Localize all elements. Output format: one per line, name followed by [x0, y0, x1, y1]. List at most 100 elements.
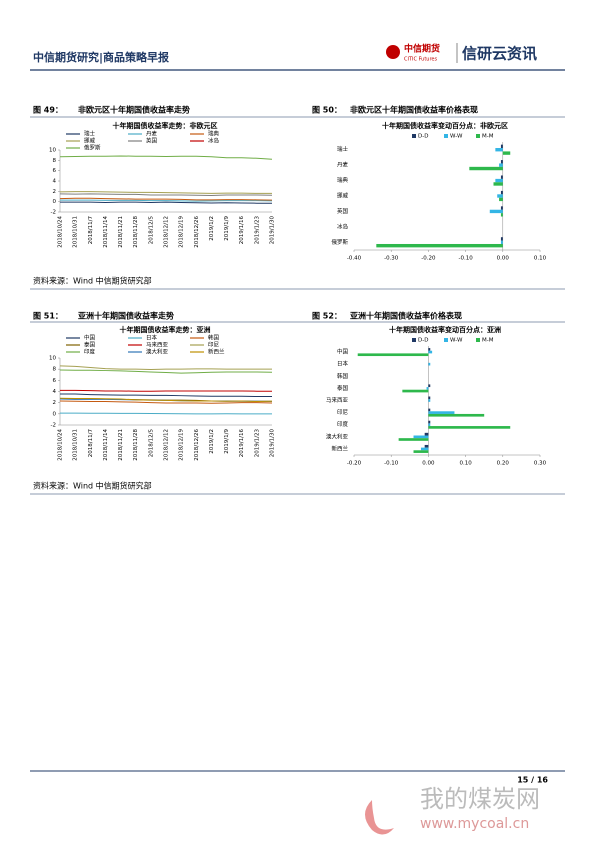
y-tick-label: -2	[51, 423, 56, 429]
legend-label: 挪威	[84, 137, 96, 145]
chart-title: 十年期国债收益率变动百分点：亚洲	[389, 325, 501, 334]
bar	[500, 190, 503, 195]
chart-title: 十年期国债收益率变动百分点：非欧元区	[382, 121, 508, 130]
y-tick-label: 8	[53, 367, 57, 373]
bar	[428, 423, 431, 427]
x-tick-label: 0.30	[534, 461, 547, 467]
series-line	[59, 365, 272, 370]
x-tick-label: 2019/1/23	[254, 429, 260, 458]
x-tick-label: 2018/11/28	[133, 216, 139, 248]
bar	[428, 348, 431, 351]
category-label: 瑞士	[337, 145, 349, 153]
bar	[376, 243, 503, 248]
legend-label: 韩国	[208, 334, 220, 342]
x-tick-label: 2018/12/19	[179, 429, 185, 461]
series-line	[59, 155, 273, 160]
legend-label: D-D	[418, 134, 428, 140]
category-label: 丹麦	[337, 161, 349, 169]
y-tick-label: 10	[49, 356, 56, 362]
y-tick-label: 10	[49, 148, 56, 154]
bar	[413, 450, 429, 453]
figure-number: 图 49：	[33, 106, 63, 115]
series-line	[59, 400, 273, 404]
x-tick-label: 2018/12/26	[194, 429, 200, 461]
bar	[428, 384, 431, 388]
y-tick-label: 4	[53, 179, 57, 185]
x-tick-label: 2018/12/5	[148, 429, 154, 458]
legend-label: 泰国	[84, 341, 96, 349]
y-tick-label: 6	[53, 378, 57, 384]
x-tick-label: 2018/11/28	[133, 429, 139, 461]
x-tick-label: 0.00	[497, 256, 510, 262]
bar	[469, 166, 503, 171]
bar	[500, 240, 503, 244]
bar	[428, 413, 485, 417]
x-tick-label: 2018/10/31	[73, 429, 79, 461]
bar	[428, 420, 431, 424]
legend-label: 新西兰	[208, 348, 225, 356]
x-tick-label: 2019/1/9	[224, 429, 230, 454]
category-label: 日本	[337, 360, 349, 368]
y-tick-label: 8	[53, 158, 57, 164]
x-tick-label: 2019/1/23	[254, 216, 260, 245]
series-line	[60, 199, 273, 202]
logo-cn: 中信期货	[404, 43, 440, 55]
bar	[428, 399, 431, 402]
category-label: 挪威	[337, 192, 349, 200]
category-label: 英国	[337, 207, 349, 215]
series-line	[59, 397, 273, 403]
x-tick-label: 2019/1/30	[270, 429, 276, 458]
bar	[428, 411, 455, 414]
legend-swatch	[412, 134, 416, 138]
bar	[500, 206, 503, 210]
bar	[495, 178, 503, 183]
figure-number: 图 52：	[312, 312, 342, 321]
bar	[428, 408, 431, 412]
legend-label: 中国	[84, 334, 96, 342]
x-tick-label: -0.10	[384, 461, 399, 467]
y-tick-label: 6	[53, 168, 57, 174]
figure-number: 图 50：	[312, 106, 342, 115]
category-label: 中国	[337, 348, 349, 356]
x-tick-label: 2018/12/26	[194, 216, 200, 248]
x-tick-label: 2018/12/12	[164, 216, 170, 248]
category-label: 冰岛	[337, 222, 349, 230]
bar	[500, 160, 503, 164]
category-label: 印尼	[337, 409, 349, 416]
bar	[402, 389, 429, 393]
category-label: 新西兰	[331, 444, 348, 452]
bar	[495, 148, 503, 152]
y-tick-label: 4	[53, 389, 57, 395]
bar	[398, 438, 429, 441]
y-tick-label: 2	[53, 400, 57, 406]
legend-label: M-M	[482, 338, 494, 344]
legend-label: 英国	[146, 137, 158, 145]
category-label: 马来西亚	[326, 396, 349, 404]
x-tick-label: 2019/1/16	[239, 429, 245, 458]
bar	[500, 175, 503, 179]
category-label: 澳大利亚	[326, 432, 349, 440]
x-tick-label: -0.20	[421, 256, 436, 262]
legend-label: 印度	[84, 348, 96, 356]
x-tick-label: 0.20	[497, 461, 510, 467]
chart-title: 十年期国债收益率走势：非欧元区	[113, 121, 218, 130]
figure-title: 亚洲十年期国债收益率走势	[78, 311, 174, 321]
legend-swatch	[444, 338, 448, 342]
category-label: 印度	[337, 420, 349, 428]
figure-title: 非欧元区十年期国债收益率价格表现	[350, 105, 478, 115]
legend-label: 瑞典	[208, 130, 220, 138]
bar	[499, 163, 503, 167]
x-tick-label: 2018/11/7	[88, 216, 94, 245]
watermark-url: www.mycoal.cn	[420, 816, 529, 832]
x-tick-label: 0.00	[422, 461, 435, 467]
series-line	[60, 393, 272, 398]
series-line	[60, 389, 272, 392]
bar	[497, 194, 503, 198]
series-line	[60, 201, 272, 204]
x-tick-label: 0.10	[459, 461, 472, 467]
watermark-cn: 我的煤炭网	[420, 785, 540, 813]
bar	[500, 237, 503, 241]
legend-label: 马来西亚	[146, 341, 169, 349]
legend-label: W-W	[450, 134, 463, 140]
bar	[493, 182, 503, 186]
